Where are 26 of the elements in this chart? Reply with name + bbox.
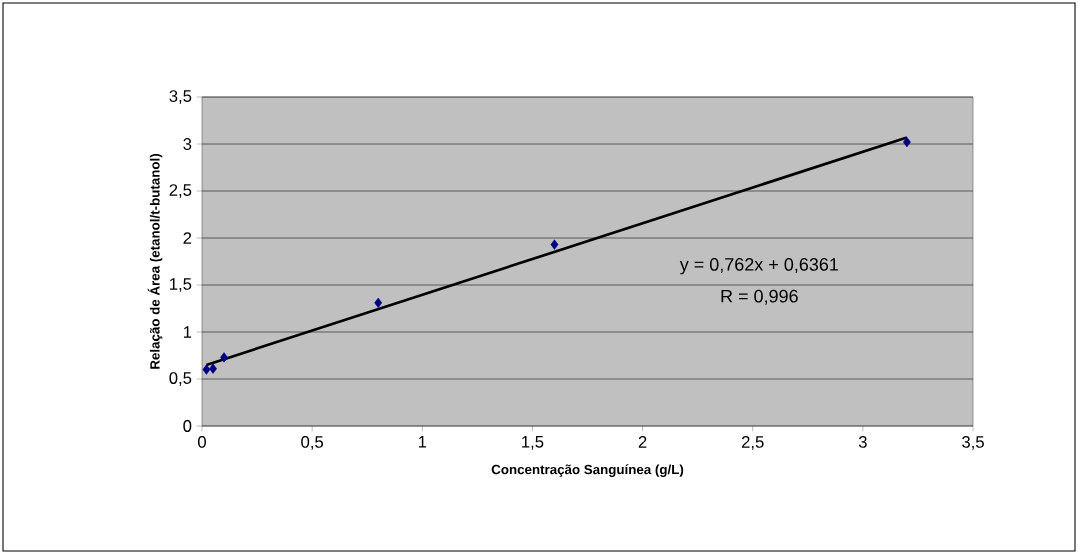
x-tick-label: 1,5 <box>522 436 544 450</box>
x-axis-title: Concentração Sanguínea (g/L) <box>491 464 684 477</box>
x-tick-label: 2 <box>638 436 647 448</box>
y-tick-label: 3 <box>183 138 192 150</box>
y-tick-label: 3,5 <box>169 90 192 104</box>
annotation: y = 0,762x + 0,6361 <box>679 258 838 275</box>
point <box>202 364 211 375</box>
point <box>550 239 559 250</box>
y-tick-label: 0,5 <box>169 372 192 386</box>
point <box>209 363 217 374</box>
x-tick-label: 2,5 <box>741 436 764 450</box>
y-tick-label: 1,5 <box>170 278 192 292</box>
point <box>374 297 383 308</box>
y-axis-title: Relação de Área (etanol/t-butanol) <box>147 154 163 369</box>
x-tick-label: 3,5 <box>962 436 984 450</box>
x-tick-label: 1 <box>418 436 427 448</box>
y-tick-label: 2,5 <box>169 184 192 198</box>
point <box>903 137 911 148</box>
y-tick-label: 0 <box>183 420 192 432</box>
x-tick-label: 0,5 <box>301 436 324 450</box>
y-tick-label: 1 <box>183 326 192 338</box>
y-tick-label: 2 <box>183 232 192 244</box>
x-tick-label: 3 <box>858 436 867 448</box>
point <box>220 352 228 363</box>
x-tick-label: 0 <box>198 436 206 448</box>
annotation: R = 0,996 <box>721 289 798 305</box>
